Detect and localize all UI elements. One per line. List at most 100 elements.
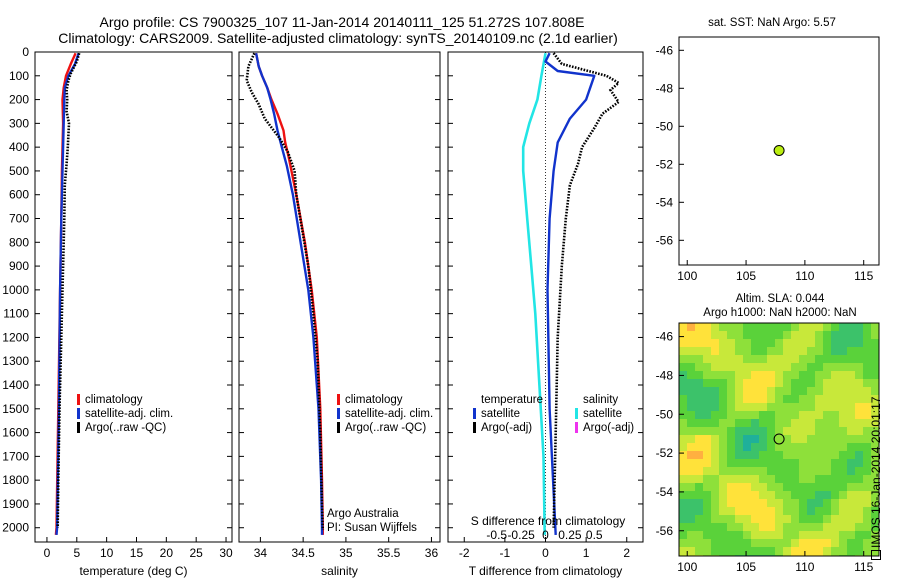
sla-heatmap-cell (815, 523, 823, 531)
sla-heatmap-cell (871, 339, 879, 347)
sla-heatmap-cell (687, 451, 695, 459)
sla-heatmap-cell (799, 411, 807, 419)
sla-heatmap-cell (735, 451, 743, 459)
salinity-legend-swatch (337, 422, 340, 433)
sla-heatmap-cell (735, 547, 743, 555)
sla-heatmap-cell (679, 539, 687, 547)
sla-heatmap-cell (759, 443, 767, 451)
sla-heatmap-cell (687, 467, 695, 475)
sla-heatmap-cell (711, 355, 719, 363)
sla-heatmap-cell (855, 339, 863, 347)
sla-heatmap-cell (727, 491, 735, 499)
sla-heatmap-cell (871, 523, 879, 531)
sla-heatmap-cell (767, 507, 775, 515)
sla-heatmap-cell (855, 523, 863, 531)
sla-heatmap-cell (863, 379, 871, 387)
sla-heatmap-cell (791, 467, 799, 475)
sla-heatmap-cell (823, 411, 831, 419)
sla-heatmap-cell (751, 387, 759, 395)
depth-tick-label: 1500 (2, 402, 29, 416)
sla-heatmap-cell (847, 339, 855, 347)
sla-heatmap-cell (759, 387, 767, 395)
sla-heatmap-cell (695, 547, 703, 555)
difference-top-xlabel: S difference from climatology (471, 514, 626, 528)
sla-heatmap-cell (711, 531, 719, 539)
sla-heatmap-cell (839, 539, 847, 547)
sla-heatmap-cell (871, 427, 879, 435)
sla-heatmap-cell (791, 355, 799, 363)
sla-heatmap-cell (759, 539, 767, 547)
temperature-xtick-label: 30 (219, 546, 233, 560)
sla-heatmap-cell (831, 539, 839, 547)
sla-heatmap-cell (823, 379, 831, 387)
sla-heatmap-cell (783, 395, 791, 403)
sla-heatmap-cell (719, 475, 727, 483)
sla-heatmap-cell (799, 323, 807, 331)
sla-heatmap-cell (863, 443, 871, 451)
sla-heatmap-cell (711, 331, 719, 339)
sla-heatmap-cell (791, 451, 799, 459)
sla-heatmap-cell (799, 339, 807, 347)
sla-heatmap-cell (839, 531, 847, 539)
sla-heatmap-cell (783, 539, 791, 547)
sla-heatmap-cell (775, 459, 783, 467)
sla-heatmap-cell (767, 483, 775, 491)
sla-heatmap-cell (791, 507, 799, 515)
sla-heatmap-cell (871, 379, 879, 387)
sla-heatmap-cell (719, 427, 727, 435)
sla-heatmap-cell (783, 499, 791, 507)
sla-heatmap-cell (727, 451, 735, 459)
sla-heatmap-cell (831, 347, 839, 355)
sla-heatmap-cell (799, 395, 807, 403)
sla-heatmap-cell (687, 483, 695, 491)
sla-heatmap-cell (791, 331, 799, 339)
sla-heatmap-cell (855, 539, 863, 547)
sla-heatmap-cell (791, 403, 799, 411)
sla-heatmap-cell (863, 547, 871, 555)
temperature-xtick-label: 15 (130, 546, 144, 560)
sla-heatmap-cell (855, 531, 863, 539)
sla-heatmap-cell (735, 323, 743, 331)
difference-temperature-argo-line (552, 52, 621, 528)
sla-heatmap-cell (719, 395, 727, 403)
sla-heatmap-cell (855, 379, 863, 387)
sla-heatmap-cell (695, 523, 703, 531)
sla-heatmap-cell (863, 403, 871, 411)
sla-heatmap-cell (839, 499, 847, 507)
sla-heatmap-cell (775, 475, 783, 483)
sla-heatmap-cell (815, 539, 823, 547)
sla-heatmap-cell (687, 459, 695, 467)
sla-heatmap-cell (759, 483, 767, 491)
sla-heatmap-cell (767, 523, 775, 531)
sla-heatmap-cell (839, 355, 847, 363)
sla-heatmap-cell (823, 387, 831, 395)
sla-heatmap-cell (775, 539, 783, 547)
sla-heatmap-cell (743, 411, 751, 419)
sla-heatmap-cell (687, 339, 695, 347)
sla-heatmap-cell (687, 411, 695, 419)
sla-heatmap-cell (679, 435, 687, 443)
sla-heatmap-cell (775, 515, 783, 523)
sla-heatmap-cell (815, 467, 823, 475)
sla-heatmap-cell (743, 443, 751, 451)
sla-heatmap-cell (751, 371, 759, 379)
sla-heatmap-cell (703, 475, 711, 483)
sla-heatmap-cell (831, 331, 839, 339)
sla-heatmap-cell (855, 387, 863, 395)
sla-heatmap-cell (791, 547, 799, 555)
sla-heatmap-cell (703, 435, 711, 443)
sla-heatmap-cell (863, 539, 871, 547)
sla-heatmap-cell (847, 523, 855, 531)
sla-heatmap-cell (703, 411, 711, 419)
sla-heatmap-cell (735, 435, 743, 443)
sla-heatmap-cell (751, 323, 759, 331)
difference-temperature-legend-label: satellite (481, 408, 520, 420)
sla-heatmap-cell (679, 475, 687, 483)
depth-tick-label: 100 (9, 69, 29, 83)
sla-heatmap-cell (783, 515, 791, 523)
sla-heatmap-cell (687, 419, 695, 427)
sla-heatmap-cell (791, 435, 799, 443)
depth-tick-label: 1000 (2, 283, 29, 297)
sla-heatmap-cell (759, 475, 767, 483)
sla-heatmap-cell (767, 467, 775, 475)
